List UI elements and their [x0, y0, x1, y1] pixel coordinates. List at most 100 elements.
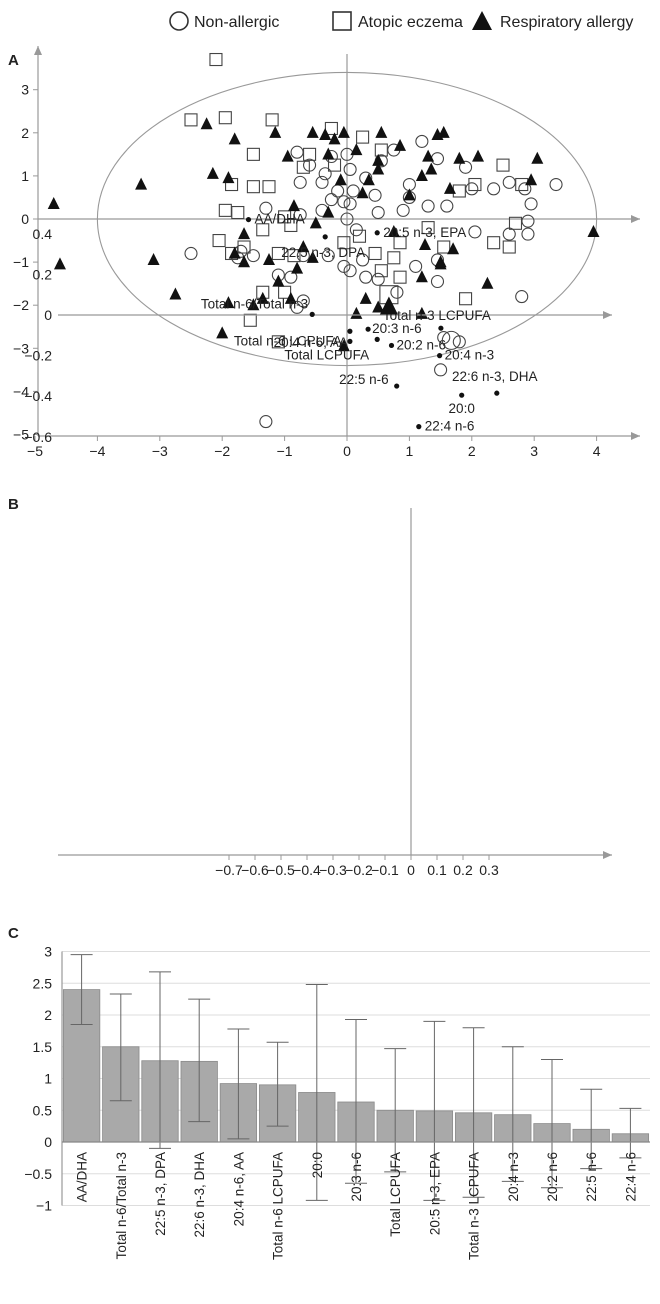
chart-a-point-respiratory-allergy: [422, 149, 435, 162]
chart-b-loading-label: 20:3 n-6: [372, 321, 422, 336]
chart-a-point-atopic-eczema: [502, 240, 516, 254]
chart-b-bottom-axis-head: [603, 851, 612, 859]
chart-a-point-respiratory-allergy: [306, 125, 319, 138]
chart-a-point-atopic-eczema: [265, 113, 279, 127]
chart-a-x-tick-label: −1: [277, 443, 293, 459]
chart-a-point-respiratory-allergy: [200, 117, 213, 130]
chart-a-point-atopic-eczema: [374, 264, 388, 278]
chart-a-point-respiratory-allergy: [372, 153, 385, 166]
chart-a-point-respiratory-allergy: [328, 132, 341, 145]
chart-a-point-non-allergic: [396, 203, 410, 217]
chart-c-y-tick-label: 3: [44, 944, 52, 960]
chart-b-loading-point: [309, 311, 315, 317]
panel-label-c: C: [8, 925, 19, 942]
chart-a-point-atopic-eczema: [508, 216, 523, 230]
chart-c-category-label: Total n-6/Total n-3: [114, 1152, 129, 1259]
chart-c-category-label: Total LCPUFA: [388, 1152, 403, 1237]
chart-c-y-tick-label: 2.5: [33, 975, 53, 991]
chart-a-point-atopic-eczema: [209, 52, 223, 67]
chart-a-point-atopic-eczema: [212, 234, 226, 248]
chart-a-point-respiratory-allergy: [47, 197, 60, 210]
chart-a-point-non-allergic: [430, 152, 445, 166]
chart-b-loading-label: Total n-6/Total n-3: [201, 296, 308, 311]
chart-b-loading-label: 20:4 n-6, AA: [274, 335, 348, 350]
chart-a-x-tick-label: 0: [343, 443, 351, 459]
chart-c: −1 −0.5 0 0.5 1 1.5 2 2.5 3 AA/DHA Total n-6/Total…: [24, 944, 650, 1260]
chart-a-point-non-allergic: [515, 290, 529, 304]
chart-b: −0.7−0.6−0.5−0.4−0.3−0.2−0.1 0 0.1 0.2 0.3−0…: [24, 212, 612, 878]
chart-a-point-respiratory-allergy: [425, 162, 438, 175]
chart-b-loading-point: [374, 230, 380, 236]
chart-a-point-non-allergic: [521, 214, 535, 228]
chart-b-loading-point: [416, 424, 422, 430]
chart-a-point-respiratory-allergy: [453, 151, 466, 164]
chart-a-point-respiratory-allergy: [228, 246, 241, 259]
chart-b-loading-point: [494, 390, 500, 396]
chart-a-point-non-allergic: [502, 175, 516, 189]
chart-a-point-respiratory-allergy: [247, 298, 260, 311]
chart-a-point-atopic-eczema: [337, 236, 351, 250]
chart-a: −5 −4 −3 −2 −1 0 1 2 3 4 −5 −4 −3 −2 −1 0 1 2 3: [13, 46, 640, 459]
chart-a-point-respiratory-allergy: [531, 151, 544, 164]
chart-a-point-atopic-eczema: [421, 221, 435, 235]
chart-a-point-non-allergic: [318, 167, 332, 181]
chart-a-point-respiratory-allergy: [309, 216, 322, 229]
chart-a-point-non-allergic: [502, 227, 516, 241]
chart-a-point-non-allergic: [368, 188, 382, 202]
chart-a-point-non-allergic: [259, 201, 273, 215]
chart-a-y-tick-label: −5: [13, 427, 29, 443]
chart-a-point-respiratory-allergy: [362, 173, 375, 186]
chart-a-point-respiratory-allergy: [419, 237, 431, 250]
chart-a-point-respiratory-allergy: [147, 253, 160, 266]
chart-a-point-non-allergic: [337, 259, 351, 273]
chart-c-category-label: 22:5 n-6: [584, 1152, 599, 1202]
chart-b-x-tick-label: −0.4: [293, 862, 321, 878]
chart-a-point-respiratory-allergy: [291, 261, 304, 274]
chart-b-x-tick-label: −0.7: [215, 862, 243, 878]
chart-a-point-atopic-eczema: [218, 203, 232, 217]
chart-a-point-respiratory-allergy: [281, 149, 294, 162]
chart-a-point-atopic-eczema: [262, 180, 276, 194]
chart-a-point-non-allergic: [440, 199, 454, 213]
chart-a-point-respiratory-allergy: [434, 255, 447, 268]
chart-a-point-atopic-eczema: [393, 236, 407, 250]
chart-a-point-atopic-eczema: [303, 147, 317, 161]
chart-a-point-atopic-eczema: [231, 205, 245, 220]
chart-a-point-atopic-eczema: [352, 229, 367, 243]
chart-a-point-atopic-eczema: [368, 246, 382, 261]
chart-a-point-respiratory-allergy: [472, 149, 485, 162]
chart-a-y-tick-label: −4: [13, 383, 29, 399]
chart-c-category-label: 20:3 n-6: [349, 1152, 364, 1202]
chart-a-x-tick-label: −3: [152, 443, 168, 459]
chart-c-category-label: 22:5 n-3, DPA: [153, 1152, 168, 1236]
chart-c-y-tick-label: 1: [44, 1071, 52, 1087]
chart-a-point-non-allergic: [321, 249, 335, 263]
chart-a-point-atopic-eczema: [271, 246, 285, 261]
chart-a-point-atopic-eczema: [184, 113, 198, 127]
chart-a-point-non-allergic: [284, 270, 298, 284]
chart-a-bottom-axis-head: [631, 432, 640, 440]
chart-a-point-respiratory-allergy: [372, 162, 385, 175]
chart-a-point-atopic-eczema: [487, 236, 501, 250]
chart-a-point-respiratory-allergy: [216, 326, 229, 339]
chart-a-point-respiratory-allergy: [222, 296, 235, 309]
chart-a-point-non-allergic: [343, 197, 357, 211]
chart-a-point-respiratory-allergy: [356, 186, 369, 199]
chart-a-point-non-allergic: [549, 177, 563, 192]
chart-b-loading-point: [322, 234, 328, 240]
chart-b-y-tick-label: −0.2: [24, 348, 52, 364]
chart-a-point-respiratory-allergy: [319, 128, 332, 141]
chart-a-point-atopic-eczema: [324, 121, 338, 136]
chart-b-loading-label: 20:0: [449, 401, 475, 416]
chart-a-point-non-allergic: [430, 274, 445, 289]
chart-b-loading-label: AA/DHA: [255, 212, 305, 227]
chart-a-point-respiratory-allergy: [263, 253, 275, 266]
chart-a-y-tick-label: 2: [21, 125, 29, 141]
chart-b-x-tick-label: 0: [407, 862, 415, 878]
chart-a-point-respiratory-allergy: [359, 291, 372, 304]
chart-a-confidence-ellipse: [96, 71, 598, 367]
chart-a-left-axis-head: [34, 46, 42, 55]
chart-a-point-non-allergic: [371, 205, 385, 220]
chart-a-point-atopic-eczema: [296, 160, 310, 174]
chart-a-point-respiratory-allergy: [322, 205, 335, 218]
